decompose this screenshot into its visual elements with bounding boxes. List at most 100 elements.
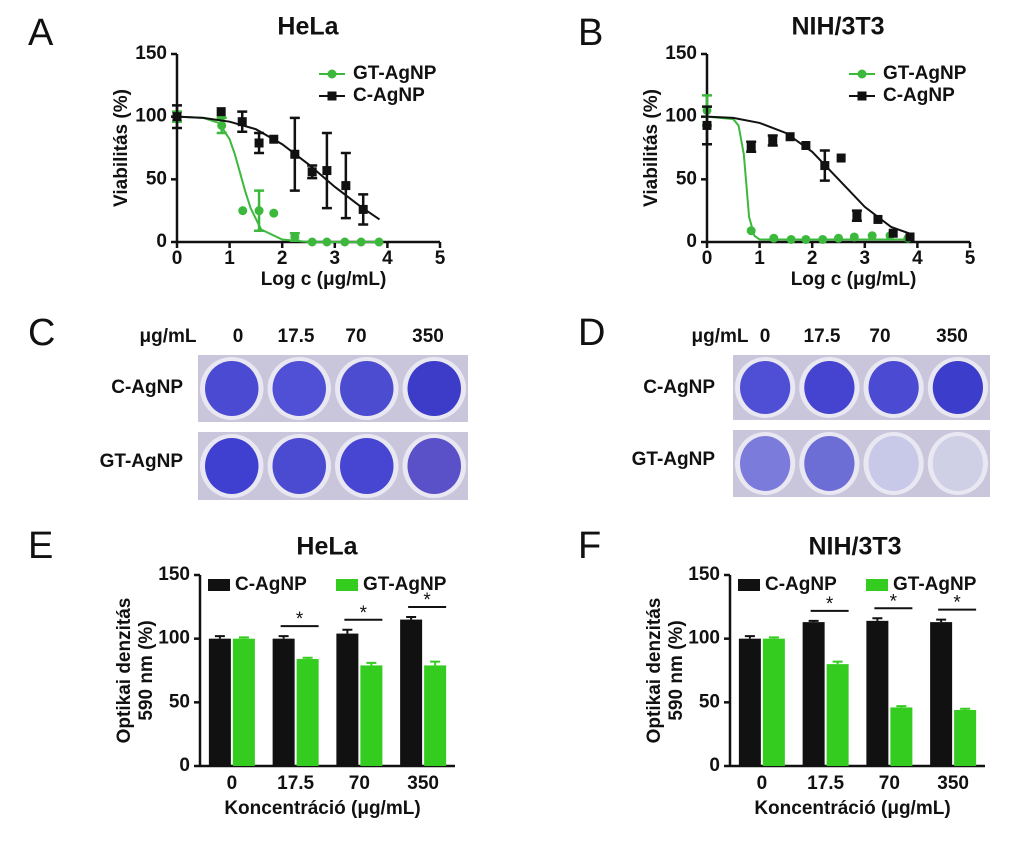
- well: [932, 436, 983, 491]
- bar: [424, 665, 447, 766]
- x-tick-label: 3: [330, 248, 341, 269]
- error-bar: [832, 660, 843, 665]
- data-point: [254, 138, 264, 148]
- chart-title: HeLa: [277, 13, 339, 41]
- data-point: [769, 233, 779, 243]
- x-tick-label: 350: [937, 773, 969, 794]
- y-axis-label: Viabilitás (%): [641, 89, 662, 207]
- data-point: [785, 132, 795, 142]
- panel-letter: E: [28, 525, 53, 567]
- error-bar: [366, 661, 377, 666]
- y-tick-label: 100: [665, 106, 697, 127]
- x-tick-label: 2: [807, 248, 818, 269]
- data-point: [269, 208, 279, 218]
- y-axis-label: Optikai denzitás: [644, 598, 665, 744]
- legend-marker: [327, 91, 337, 101]
- well: [407, 438, 461, 494]
- data-point: [702, 120, 712, 130]
- data-point: [307, 167, 317, 177]
- significance-label: *: [360, 603, 368, 624]
- y-tick-label: 150: [135, 43, 167, 64]
- data-point: [820, 161, 830, 171]
- data-point: [746, 226, 756, 236]
- y-tick-label: 100: [688, 628, 720, 649]
- data-point: [818, 234, 828, 244]
- well: [407, 361, 461, 416]
- x-tick-label: 5: [435, 248, 446, 269]
- error-bar: [406, 616, 417, 620]
- data-point: [849, 232, 859, 242]
- data-point: [322, 166, 332, 176]
- bar: [826, 664, 849, 766]
- data-point: [867, 231, 877, 241]
- data-point: [786, 234, 796, 244]
- data-point: [834, 233, 843, 243]
- well: [932, 361, 983, 414]
- error-bar: [744, 635, 755, 639]
- y-tick-label: 100: [158, 628, 190, 649]
- legend-label: GT-AgNP: [893, 574, 977, 595]
- unit-label: μg/mL: [139, 326, 196, 347]
- y-tick-label: 100: [135, 106, 167, 127]
- bar: [866, 620, 889, 766]
- column-label: 350: [412, 326, 444, 347]
- bar: [208, 638, 231, 766]
- column-label: 17.5: [278, 326, 315, 347]
- data-point: [340, 237, 350, 247]
- x-axis-label: Koncentráció (μg/mL): [754, 798, 950, 819]
- x-tick-label: 1: [224, 248, 235, 269]
- x-tick-label: 70: [349, 773, 370, 794]
- bar: [930, 622, 953, 766]
- data-point: [905, 232, 915, 242]
- legend-marker: [857, 91, 867, 101]
- data-point: [290, 232, 300, 242]
- data-point: [768, 135, 778, 145]
- well: [868, 361, 919, 414]
- y-tick-label: 0: [709, 755, 720, 776]
- error-bar: [936, 618, 947, 623]
- x-tick-label: 17.5: [277, 773, 314, 794]
- x-tick-label: 70: [879, 773, 900, 794]
- unit-label: μg/mL: [691, 326, 748, 347]
- y-tick-label: 150: [158, 564, 190, 585]
- data-point: [322, 237, 332, 247]
- x-tick-label: 1: [754, 248, 765, 269]
- x-tick-label: 4: [382, 248, 393, 269]
- error-bar: [960, 707, 971, 710]
- y-tick-label: 0: [686, 231, 697, 252]
- x-tick-label: 17.5: [807, 773, 844, 794]
- data-point: [172, 112, 182, 122]
- error-bar: [214, 635, 225, 639]
- well: [804, 436, 855, 491]
- legend-marker: [327, 69, 337, 79]
- legend-label: C-AgNP: [883, 85, 955, 106]
- error-bar: [238, 636, 249, 639]
- fit-curve: [176, 115, 383, 243]
- significance-label: *: [423, 590, 431, 611]
- row-label: GT-AgNP: [100, 451, 184, 472]
- row-label: GT-AgNP: [632, 449, 716, 470]
- data-point: [801, 140, 811, 150]
- chart-title: NIH/3T3: [791, 13, 884, 41]
- error-bar: [430, 660, 441, 666]
- y-axis-label: Optikai denzitás: [114, 598, 135, 744]
- data-point: [836, 153, 846, 163]
- bar: [336, 633, 359, 766]
- y-tick-label: 50: [169, 691, 190, 712]
- legend-label: GT-AgNP: [363, 574, 447, 595]
- panel-letter: F: [578, 525, 601, 567]
- bar: [954, 709, 977, 766]
- bar: [272, 638, 295, 766]
- x-axis-label: Koncentráció (μg/mL): [224, 798, 420, 819]
- error-bar: [302, 656, 313, 660]
- bar: [738, 638, 761, 766]
- chart-title: NIH/3T3: [808, 533, 901, 561]
- bar: [232, 638, 255, 766]
- well: [740, 436, 791, 491]
- data-point: [238, 206, 248, 216]
- y-tick-label: 150: [665, 43, 697, 64]
- error-bar: [278, 635, 289, 639]
- x-tick-label: 4: [912, 248, 923, 269]
- bar: [360, 665, 383, 766]
- x-tick-label: 350: [407, 773, 439, 794]
